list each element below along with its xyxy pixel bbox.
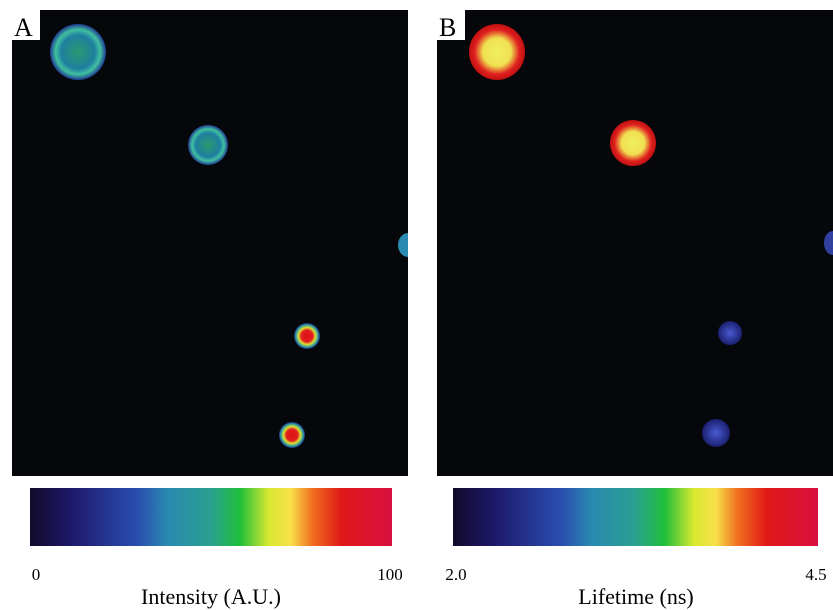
colorbar <box>30 488 392 546</box>
cell <box>610 120 656 166</box>
panel-label: A <box>14 13 33 42</box>
cell <box>718 321 742 345</box>
image <box>12 10 408 476</box>
colorbar-label: Lifetime (ns) <box>578 584 693 609</box>
cell <box>188 125 228 165</box>
panel-label: B <box>439 13 456 42</box>
colorbar-min: 2.0 <box>445 565 466 584</box>
cell <box>702 419 730 447</box>
colorbar-label: Intensity (A.U.) <box>141 584 281 609</box>
label-box <box>12 10 40 40</box>
cell <box>50 24 106 80</box>
colorbar-min: 0 <box>32 565 41 584</box>
cell <box>824 231 833 255</box>
cell <box>398 233 408 257</box>
label-box <box>437 10 465 40</box>
panel-a: A 0 100 Intensity (A.U.) <box>12 10 408 609</box>
image <box>437 10 833 476</box>
cell <box>469 24 525 80</box>
colorbar <box>453 488 818 546</box>
colorbar-max: 4.5 <box>805 565 826 584</box>
colorbar-max: 100 <box>377 565 403 584</box>
panel-b: B 2.0 4.5 Lifetime (ns) <box>437 10 833 609</box>
cell <box>279 422 305 448</box>
cell <box>294 323 320 349</box>
